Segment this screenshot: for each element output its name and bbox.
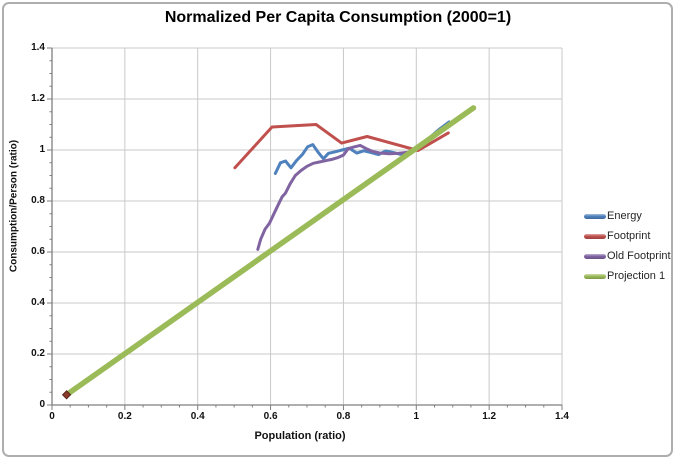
y-tick-label: 0.8 [31,195,45,206]
y-tick-label: 0.2 [31,348,45,359]
series-line-projection-1 [63,105,477,398]
series-line-old-footprint [256,143,413,251]
legend-swatch-energy [584,213,606,219]
x-tick-label: 0.8 [336,411,351,422]
y-tick-label: 1 [39,144,45,155]
y-tick-label: 1.2 [31,93,45,104]
x-tick-label: 1.2 [482,411,497,422]
x-axis-title: Population (ratio) [254,430,346,442]
legend-label: Old Footprint [607,250,671,262]
legend-label: Projection 1 [607,270,666,282]
legend: Energy Footprint Old Footprint Projection 1 [584,206,671,286]
y-tick-label: 1.4 [31,42,45,53]
legend-swatch-footprint [584,233,606,239]
y-axis-title: Consumption/Person (ratio) [8,139,20,273]
legend-label: Energy [607,210,642,222]
x-tick-label: 0.6 [263,411,278,422]
x-tick-label: 1.4 [555,411,569,422]
chart-title: Normalized Per Capita Consumption (2000=… [164,9,512,26]
series-line-footprint [233,123,450,170]
legend-item-footprint: Footprint [584,226,671,246]
x-tick-label: 1 [413,411,420,422]
legend-swatch-projection-1 [584,273,606,279]
legend-item-projection-1: Projection 1 [584,266,671,286]
y-tick-label: 0 [39,399,45,410]
x-tick-label: 0.2 [117,411,132,422]
y-tick-label: 0.4 [31,297,45,308]
legend-item-energy: Energy [584,206,671,226]
x-tick-label: 0.4 [190,411,205,422]
x-tick-label: 0 [49,411,55,422]
legend-swatch-old-footprint [584,253,606,259]
legend-label: Footprint [607,230,651,242]
legend-item-old-footprint: Old Footprint [584,246,671,266]
y-tick-label: 0.6 [31,246,45,257]
origin-marker-diamond [61,390,72,400]
